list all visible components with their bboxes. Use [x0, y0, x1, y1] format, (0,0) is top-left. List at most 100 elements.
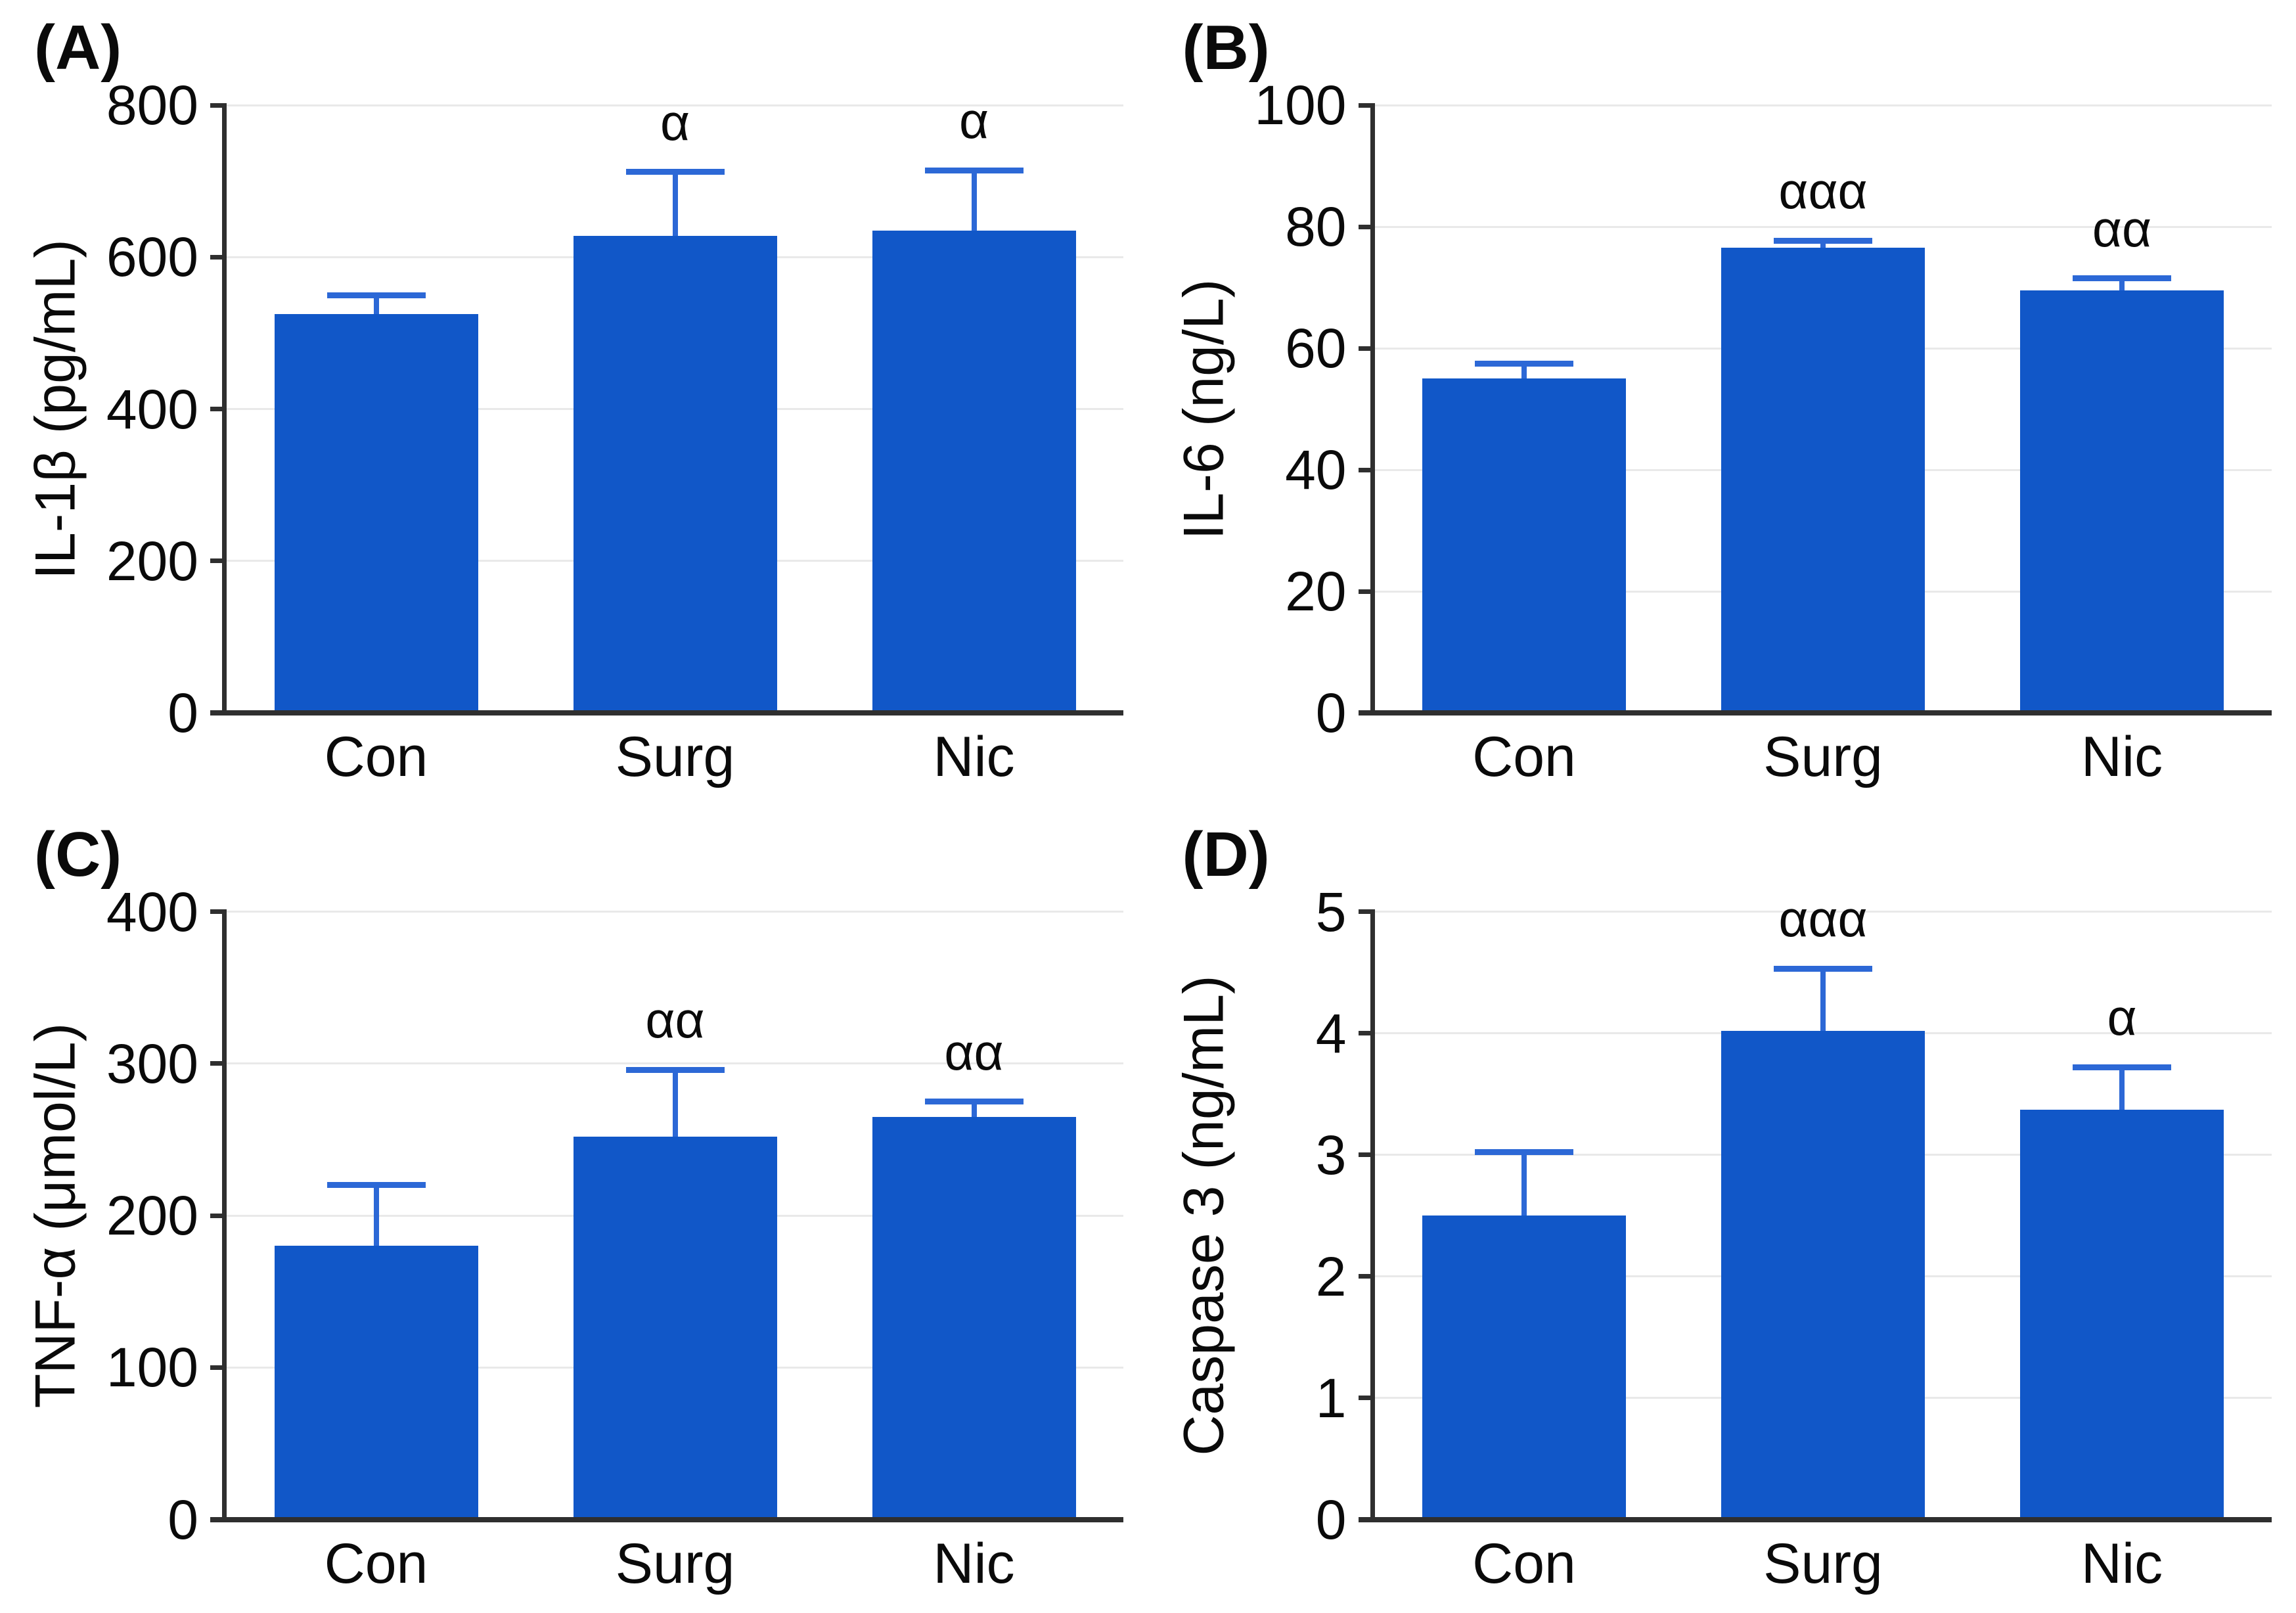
error-bar-cap — [326, 292, 426, 298]
chart-panel-d: (D) Caspase 3 (ng/mL) 0 1 2 3 4 5 Con ααα Surg α Nic — [1148, 807, 2296, 1613]
y-tick-label: 5 — [1315, 880, 1347, 943]
y-tick-label: 1 — [1315, 1367, 1347, 1429]
y-tick-mark — [1358, 1274, 1375, 1279]
chart-panel-b: (B) IL-6 (ng/L) 0 20 40 60 80 100 Con ααα Surg αα Ni… — [1148, 0, 2296, 806]
y-tick-mark — [1358, 102, 1375, 108]
y-axis-title: IL-6 (ng/L) — [1172, 279, 1235, 539]
x-category-label: Con — [1472, 725, 1576, 788]
bar-nic — [2020, 290, 2224, 713]
error-bar-cap — [1475, 360, 1573, 367]
x-category-label: Surg — [1763, 1532, 1883, 1595]
bar-surg — [1721, 248, 1925, 713]
y-tick-mark — [1358, 909, 1375, 914]
x-category-label: Con — [1472, 1532, 1576, 1595]
bar-nic — [872, 230, 1076, 713]
error-bar-stem — [373, 1185, 379, 1246]
gridline — [1374, 911, 2272, 913]
y-tick-label: 400 — [106, 880, 198, 943]
y-tick-mark — [210, 909, 227, 914]
bar-con — [274, 1246, 478, 1520]
y-tick-mark — [210, 1365, 227, 1370]
error-bar-cap — [2073, 275, 2171, 282]
error-bar-stem — [672, 1070, 678, 1137]
y-tick-mark — [210, 1213, 227, 1218]
y-tick-label: 60 — [1285, 317, 1347, 379]
x-axis-line — [210, 1516, 1123, 1522]
y-tick-label: 40 — [1285, 439, 1347, 501]
error-bar-stem — [1521, 1152, 1527, 1215]
bar-surg — [573, 235, 777, 713]
bar-con — [1422, 1215, 1626, 1520]
significance-annotation: αα — [944, 1022, 1004, 1081]
y-axis-line — [222, 911, 227, 1520]
y-tick-mark — [1358, 1031, 1375, 1035]
bar-nic — [872, 1116, 1076, 1520]
significance-annotation: αα — [645, 991, 705, 1049]
gridline — [227, 1062, 1123, 1065]
panel-letter-label: (D) — [1182, 819, 1270, 890]
x-category-label: Nic — [2081, 1532, 2163, 1595]
y-tick-label: 200 — [106, 1185, 198, 1246]
y-tick-mark — [210, 558, 227, 564]
x-category-label: Nic — [933, 725, 1015, 788]
y-tick-mark — [210, 254, 227, 260]
y-tick-mark — [210, 407, 227, 411]
y-tick-label: 600 — [106, 226, 198, 288]
error-bar-cap — [2073, 1064, 2171, 1070]
error-bar-stem — [2119, 278, 2125, 291]
y-tick-label: 100 — [106, 1336, 198, 1399]
x-axis-line — [1358, 1516, 2272, 1522]
error-bar-stem — [373, 295, 379, 314]
error-bar-cap — [625, 1066, 725, 1073]
gridline — [1374, 104, 2272, 106]
bar-surg — [573, 1136, 777, 1520]
bar-surg — [1721, 1030, 1925, 1520]
panel-letter-label: (B) — [1182, 12, 1270, 83]
x-category-label: Surg — [1763, 725, 1883, 788]
x-category-label: Con — [324, 725, 428, 788]
significance-annotation: α — [958, 91, 989, 150]
error-bar-stem — [672, 171, 678, 236]
y-tick-label: 4 — [1315, 1002, 1347, 1064]
panel-letter-label: (A) — [34, 12, 122, 83]
bar-con — [274, 313, 478, 713]
x-category-label: Surg — [615, 1532, 735, 1595]
error-bar-cap — [1774, 965, 1872, 972]
y-tick-mark — [210, 1061, 227, 1066]
y-tick-mark — [1358, 1396, 1375, 1400]
error-bar-cap — [924, 1099, 1024, 1105]
error-bar-cap — [326, 1182, 426, 1189]
y-tick-label: 0 — [168, 1488, 198, 1551]
y-tick-label: 20 — [1285, 560, 1347, 622]
y-tick-label: 0 — [1315, 1488, 1347, 1551]
x-category-label: Con — [324, 1532, 428, 1595]
x-category-label: Nic — [2081, 725, 2163, 788]
x-category-label: Nic — [933, 1532, 1015, 1595]
significance-annotation: α — [2107, 988, 2137, 1047]
y-tick-label: 80 — [1285, 196, 1347, 258]
chart-panel-a: (A) IL-1β (pg/mL) 0 200 400 600 800 Con α Surg α Ni… — [0, 0, 1148, 806]
chart-panel-c: (C) TNF-α (μmol/L) 0 100 200 300 400 Con αα Surg α… — [0, 807, 1148, 1613]
bar-nic — [2020, 1110, 2224, 1520]
significance-annotation: α — [660, 93, 690, 151]
x-category-label: Surg — [615, 725, 735, 788]
error-bar-cap — [625, 169, 725, 175]
significance-annotation: αα — [2092, 199, 2152, 258]
gridline — [1374, 225, 2272, 228]
error-bar-stem — [1820, 240, 1826, 248]
x-axis-line — [210, 710, 1123, 716]
y-tick-label: 0 — [168, 682, 198, 744]
error-bar-stem — [971, 1101, 977, 1117]
error-bar-stem — [1521, 363, 1527, 379]
y-tick-mark — [1358, 589, 1375, 594]
y-tick-label: 400 — [106, 378, 198, 440]
error-bar-cap — [1475, 1149, 1573, 1156]
y-tick-mark — [1358, 1152, 1375, 1157]
y-tick-label: 0 — [1315, 682, 1347, 744]
y-axis-line — [1370, 911, 1375, 1520]
y-tick-mark — [1358, 224, 1375, 229]
y-tick-mark — [210, 102, 227, 108]
error-bar-stem — [971, 170, 977, 231]
gridline — [227, 104, 1123, 106]
